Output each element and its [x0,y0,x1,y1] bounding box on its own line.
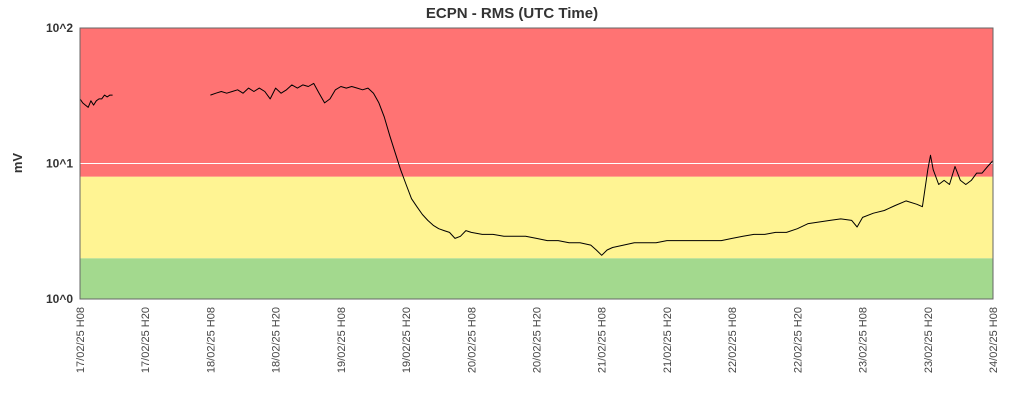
plot-frame [79,27,994,300]
x-tick-label-1: 17/02/25 H20 [140,307,152,373]
band-0 [80,258,993,299]
threshold-bands [80,28,993,299]
x-tick-label-4: 19/02/25 H08 [336,307,348,373]
x-tick-label-12: 23/02/25 H08 [858,307,870,373]
x-tick-label-6: 20/02/25 H08 [466,307,478,373]
y-tick-label-0: 10^0 [46,292,73,306]
x-tick-label-9: 21/02/25 H20 [662,307,674,373]
x-tick-label-10: 22/02/25 H08 [727,307,739,373]
y-tick-label-1: 10^1 [46,157,73,171]
x-tick-label-14: 24/02/25 H08 [988,307,1000,373]
x-tick-label-3: 18/02/25 H20 [271,307,283,373]
x-tick-label-7: 20/02/25 H20 [532,307,544,373]
series-line-segment-1 [210,82,994,256]
band-1 [80,176,993,259]
rms-series [79,82,994,256]
y-tick-labels: 10^0 10^1 10^2 [46,21,73,306]
x-tick-labels: 17/02/25 H08 17/02/25 H20 18/02/25 H08 18/0… [75,307,1000,373]
x-tick-label-8: 21/02/25 H08 [597,307,609,373]
series-line-segment-0 [79,94,113,108]
x-tick-label-13: 23/02/25 H20 [923,307,935,373]
y-axis-label: mV [10,153,25,174]
x-tick-label-0: 17/02/25 H08 [75,307,87,373]
chart-title: ECPN - RMS (UTC Time) [426,5,598,22]
x-tick-label-5: 19/02/25 H20 [401,307,413,373]
x-tick-label-11: 22/02/25 H20 [792,307,804,373]
x-tick-label-2: 18/02/25 H08 [205,307,217,373]
band-2 [80,28,993,177]
y-tick-label-2: 10^2 [46,21,73,35]
